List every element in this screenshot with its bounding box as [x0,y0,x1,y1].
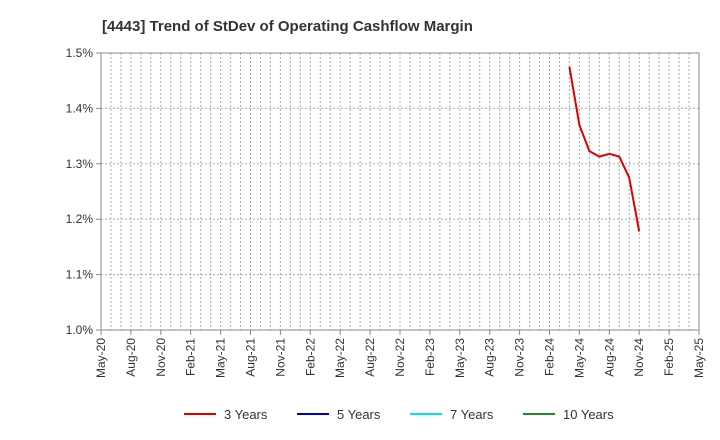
x-tick-label: Feb-25 [662,338,676,376]
legend-label: 7 Years [450,407,494,422]
x-tick-label: Nov-22 [393,338,407,377]
x-tick-label: Nov-24 [632,338,646,377]
y-tick-label: 1.3% [66,157,94,171]
x-tick-label: Nov-23 [513,338,527,377]
chart-title: [4443] Trend of StDev of Operating Cashf… [102,18,473,35]
x-tick-label: Aug-23 [483,338,497,377]
x-tick-label: Feb-21 [184,338,198,376]
x-tick-label: Aug-20 [124,338,138,377]
y-axis: 1.0% 1.1% 1.2% 1.3% 1.4% 1.5% [66,46,101,337]
x-tick-label: May-20 [94,338,108,378]
plot-area [101,53,699,330]
x-axis: May-20 Aug-20 Nov-20 Feb-21 May-21 Aug-21 Nov-… [94,330,706,378]
x-tick-label: Feb-22 [303,338,317,376]
x-tick-label: Nov-20 [154,338,168,377]
x-tick-label: May-24 [572,338,586,378]
legend-label: 3 Years [224,407,268,422]
x-tick-label: Nov-21 [273,338,287,377]
y-tick-label: 1.5% [66,46,94,60]
x-tick-label: May-25 [692,338,706,378]
y-tick-label: 1.2% [66,212,94,226]
series-line-3-years [568,66,641,232]
x-tick-label: Aug-21 [244,338,258,377]
y-tick-label: 1.1% [66,268,94,282]
x-tick-label: Feb-23 [423,338,437,376]
x-tick-label: May-21 [214,338,228,378]
legend: 3 Years 5 Years 7 Years 10 Years [184,407,614,422]
x-tick-label: Aug-24 [602,338,616,377]
legend-label: 5 Years [337,407,381,422]
x-tick-label: Aug-22 [363,338,377,377]
x-tick-label: May-23 [453,338,467,378]
series-group [568,66,641,232]
x-tick-label: Feb-24 [543,338,557,376]
x-tick-label: May-22 [333,338,347,378]
legend-label: 10 Years [563,407,614,422]
y-tick-label: 1.4% [66,101,94,115]
y-tick-label: 1.0% [66,323,94,337]
